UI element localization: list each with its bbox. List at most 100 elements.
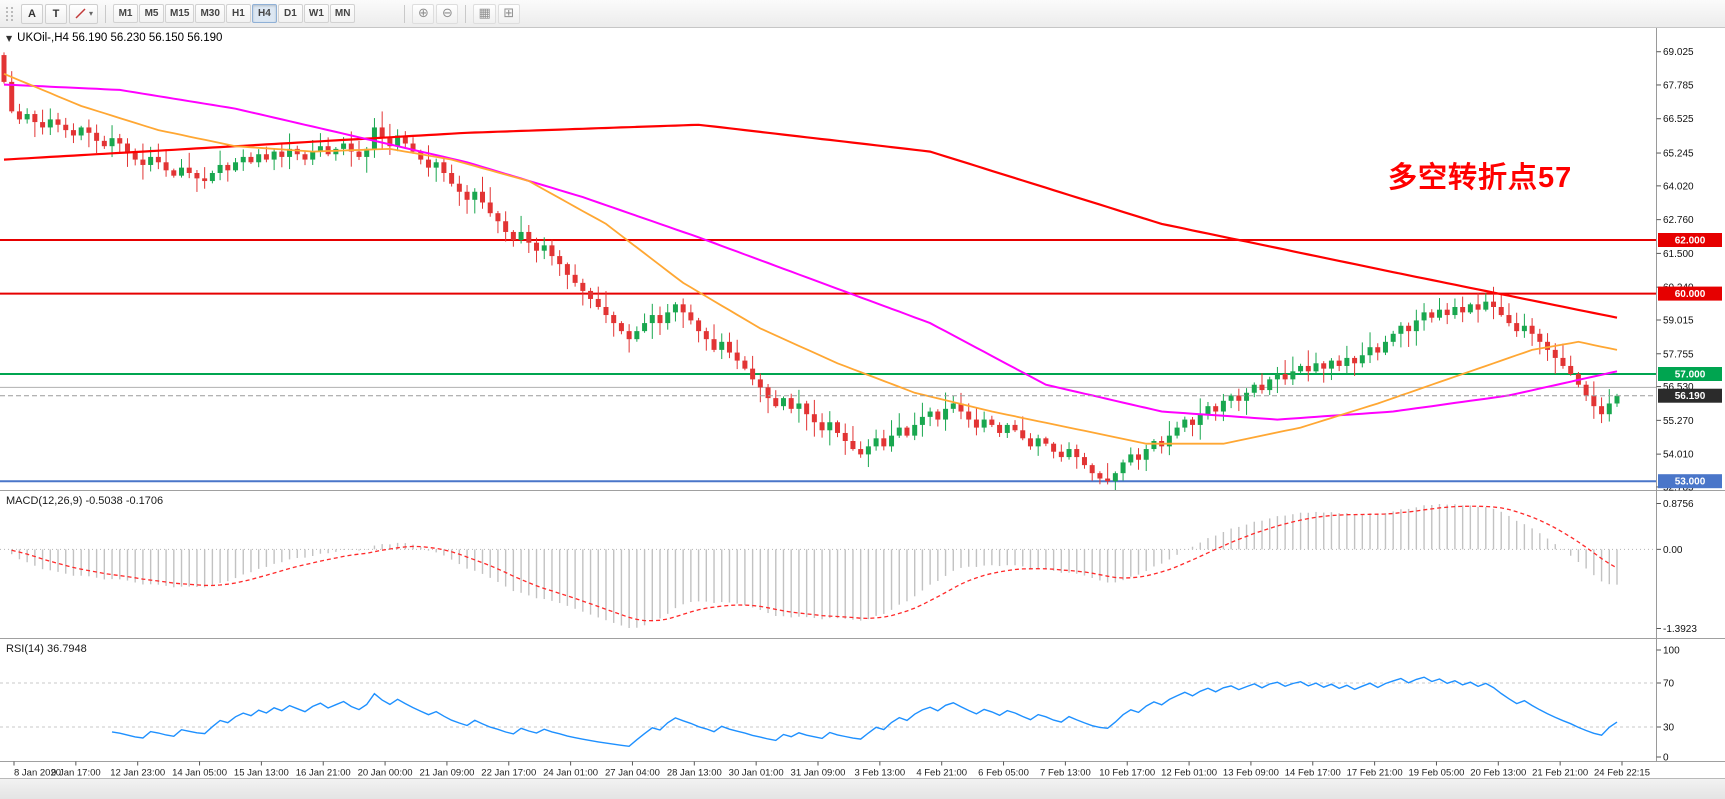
svg-text:20 Jan 00:00: 20 Jan 00:00 xyxy=(358,768,413,779)
svg-text:13 Feb 09:00: 13 Feb 09:00 xyxy=(1223,768,1279,779)
toolbar: A T ▾ M1 M5 M15 M30 H1 H4 D1 W1 MN ⊕ ⊖ ▦… xyxy=(0,0,1725,28)
svg-text:21 Jan 09:00: 21 Jan 09:00 xyxy=(419,768,474,779)
status-bar xyxy=(0,778,1725,799)
ma-slow-red-line xyxy=(3,123,1618,319)
svg-text:64.020: 64.020 xyxy=(1663,181,1694,192)
price-hlines xyxy=(0,239,1657,483)
toolbar-separator xyxy=(105,4,107,23)
price-badge-57.000: 57.000 xyxy=(1658,367,1722,381)
toolbar-separator xyxy=(404,4,406,23)
candlestick-series xyxy=(1,52,1620,491)
rsi-axis[interactable]: 100 70 30 0 xyxy=(1656,646,1681,764)
chart-canvas[interactable]: 69.025 67.785 66.525 65.245 64.020 62.760 61.5… xyxy=(0,28,1725,778)
toolbar-grip-icon[interactable] xyxy=(5,6,14,22)
macd-histogram xyxy=(11,504,1618,628)
svg-text:65.245: 65.245 xyxy=(1663,149,1694,160)
svg-text:59.015: 59.015 xyxy=(1663,315,1694,326)
svg-text:15 Jan 13:00: 15 Jan 13:00 xyxy=(234,768,289,779)
price-badge-62.000: 62.000 xyxy=(1658,233,1722,247)
timeframe-m30-button[interactable]: M30 xyxy=(195,4,225,23)
timeframe-h4-button[interactable]: H4 xyxy=(251,4,277,23)
macd-signal-line xyxy=(11,505,1618,622)
line-tools-dropdown-button[interactable]: ▾ xyxy=(69,3,99,24)
svg-text:61.500: 61.500 xyxy=(1663,249,1694,260)
price-axis[interactable]: 69.025 67.785 66.525 65.245 64.020 62.760 61.5… xyxy=(1656,47,1695,493)
svg-text:57.000: 57.000 xyxy=(1675,370,1706,381)
svg-text:69.025: 69.025 xyxy=(1663,47,1694,58)
macd-axis[interactable]: 0.8756 0.00 -1.3923 xyxy=(1656,499,1698,635)
chevron-down-icon: ▾ xyxy=(89,9,94,18)
svg-text:16 Jan 21:00: 16 Jan 21:00 xyxy=(296,768,351,779)
svg-text:14 Jan 05:00: 14 Jan 05:00 xyxy=(172,768,227,779)
svg-text:0: 0 xyxy=(1663,753,1669,764)
svg-text:3 Feb 13:00: 3 Feb 13:00 xyxy=(854,768,905,779)
rsi-indicator-label: RSI(14) 36.7948 xyxy=(6,643,87,655)
macd-indicator-label: MACD(12,26,9) -0.5038 -0.1706 xyxy=(6,495,164,507)
svg-text:54.010: 54.010 xyxy=(1663,450,1694,461)
svg-text:66.525: 66.525 xyxy=(1663,114,1694,125)
svg-text:100: 100 xyxy=(1663,646,1680,657)
timeframe-m5-button[interactable]: M5 xyxy=(139,4,165,23)
price-badge-56.190: 56.190 xyxy=(1658,388,1722,403)
one-click-trading-icon[interactable]: ▼ xyxy=(6,33,13,43)
timeframe-w1-button[interactable]: W1 xyxy=(303,4,329,23)
svg-text:0.8756: 0.8756 xyxy=(1663,499,1694,510)
chart-annotation-text[interactable]: 多空转折点57 xyxy=(1388,162,1573,194)
svg-text:7 Feb 13:00: 7 Feb 13:00 xyxy=(1040,768,1091,779)
svg-text:14 Feb 17:00: 14 Feb 17:00 xyxy=(1285,768,1341,779)
tile-windows-icon[interactable]: ▦ xyxy=(473,3,496,24)
ma-medium-magenta-line xyxy=(3,83,1618,421)
svg-text:56.530: 56.530 xyxy=(1663,382,1694,393)
svg-text:60.000: 60.000 xyxy=(1675,289,1706,300)
svg-text:17 Feb 21:00: 17 Feb 21:00 xyxy=(1347,768,1403,779)
svg-text:30 Jan 01:00: 30 Jan 01:00 xyxy=(729,768,784,779)
timeframe-h1-button[interactable]: H1 xyxy=(225,4,251,23)
price-badge-53.000: 53.000 xyxy=(1658,474,1722,489)
grip-dots-icon xyxy=(6,6,13,21)
svg-text:55.270: 55.270 xyxy=(1663,416,1694,427)
svg-text:20 Feb 13:00: 20 Feb 13:00 xyxy=(1470,768,1526,779)
svg-text:4 Feb 21:00: 4 Feb 21:00 xyxy=(916,768,967,779)
svg-text:-1.3923: -1.3923 xyxy=(1663,624,1697,635)
svg-text:62.000: 62.000 xyxy=(1675,236,1706,247)
svg-text:22 Jan 17:00: 22 Jan 17:00 xyxy=(481,768,536,779)
svg-text:0.00: 0.00 xyxy=(1663,545,1683,556)
svg-text:21 Feb 21:00: 21 Feb 21:00 xyxy=(1532,768,1588,779)
svg-text:31 Jan 09:00: 31 Jan 09:00 xyxy=(791,768,846,779)
zoom-in-icon[interactable]: ⊕ xyxy=(412,3,435,24)
svg-text:24 Feb 22:15: 24 Feb 22:15 xyxy=(1594,768,1650,779)
timeframe-buttons: M1 M5 M15 M30 H1 H4 D1 W1 MN xyxy=(113,4,356,23)
chart-title: ▼ UKOil-,H4 56.190 56.230 56.150 56.190 xyxy=(6,32,222,44)
svg-text:12 Jan 23:00: 12 Jan 23:00 xyxy=(110,768,165,779)
svg-text:62.760: 62.760 xyxy=(1663,215,1694,226)
svg-text:57.755: 57.755 xyxy=(1663,349,1694,360)
toolbar-separator xyxy=(465,4,467,23)
svg-text:27 Jan 04:00: 27 Jan 04:00 xyxy=(605,768,660,779)
svg-text:9 Jan 17:00: 9 Jan 17:00 xyxy=(51,768,101,779)
chart-ohlc-readout: UKOil-,H4 56.190 56.230 56.150 56.190 xyxy=(17,32,223,44)
timeframe-m1-button[interactable]: M1 xyxy=(113,4,139,23)
svg-text:10 Feb 17:00: 10 Feb 17:00 xyxy=(1099,768,1155,779)
svg-text:6 Feb 05:00: 6 Feb 05:00 xyxy=(978,768,1029,779)
text-tool-button[interactable]: T xyxy=(45,3,67,24)
svg-text:24 Jan 01:00: 24 Jan 01:00 xyxy=(543,768,598,779)
svg-text:53.000: 53.000 xyxy=(1675,477,1706,488)
zoom-out-icon[interactable]: ⊖ xyxy=(436,3,459,24)
timeframe-mn-button[interactable]: MN xyxy=(329,4,356,23)
new-chart-icon[interactable]: ⊞ xyxy=(497,3,520,24)
svg-text:70: 70 xyxy=(1663,679,1675,690)
arrow-label-tool-button[interactable]: A xyxy=(21,3,43,24)
chart-area: 69.025 67.785 66.525 65.245 64.020 62.760 61.5… xyxy=(0,28,1725,778)
ma-fast-orange-line xyxy=(3,72,1618,445)
svg-text:28 Jan 13:00: 28 Jan 13:00 xyxy=(667,768,722,779)
svg-text:30: 30 xyxy=(1663,723,1675,734)
svg-text:56.190: 56.190 xyxy=(1675,391,1706,402)
timeframe-d1-button[interactable]: D1 xyxy=(277,4,303,23)
svg-text:8 Jan 2020: 8 Jan 2020 xyxy=(14,768,61,779)
svg-text:12 Feb 01:00: 12 Feb 01:00 xyxy=(1161,768,1217,779)
svg-text:19 Feb 05:00: 19 Feb 05:00 xyxy=(1408,768,1464,779)
timeframe-m15-button[interactable]: M15 xyxy=(165,4,195,23)
svg-text:67.785: 67.785 xyxy=(1663,80,1694,91)
